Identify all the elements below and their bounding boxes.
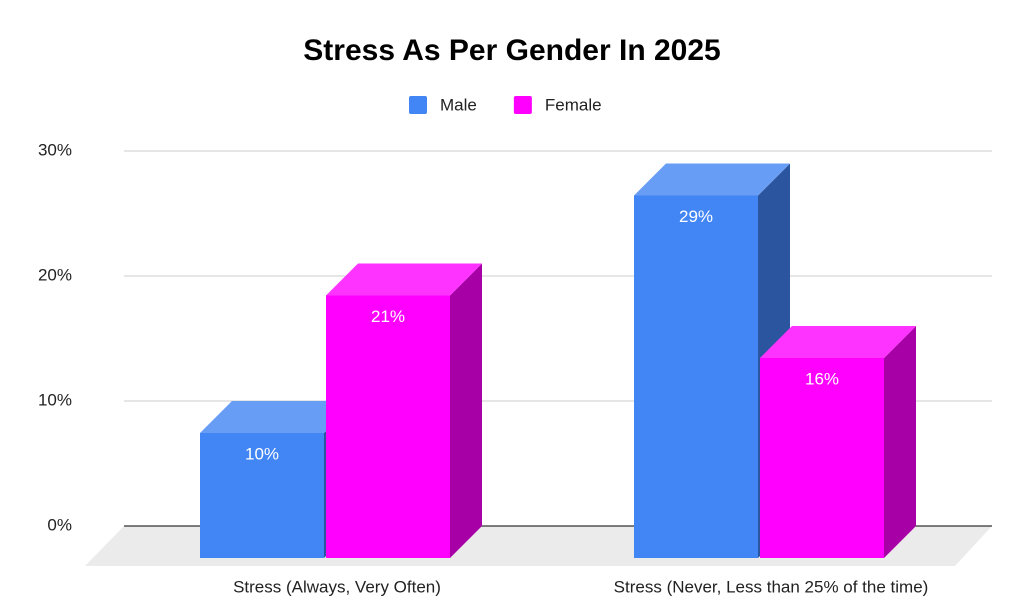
data-label: 21% xyxy=(371,307,405,326)
bar-top xyxy=(634,163,790,196)
legend-swatch xyxy=(409,96,427,114)
y-tick-label: 10% xyxy=(38,390,72,409)
y-tick-label: 20% xyxy=(38,265,72,284)
bar-front xyxy=(760,358,884,558)
legend-label: Female xyxy=(545,95,602,114)
legend-swatch xyxy=(513,96,532,114)
data-label: 29% xyxy=(679,207,713,226)
bar-front xyxy=(326,295,450,558)
bar-side xyxy=(450,263,482,558)
y-tick-label: 30% xyxy=(38,140,72,159)
y-tick-label: 0% xyxy=(47,515,72,534)
bar xyxy=(634,163,790,558)
bar-top xyxy=(760,326,916,358)
x-tick-label: Stress (Never, Less than 25% of the time… xyxy=(614,577,929,596)
bar-top xyxy=(326,263,482,296)
bar xyxy=(326,263,482,558)
data-label: 16% xyxy=(805,369,839,388)
bar-side xyxy=(884,326,916,558)
bar-top xyxy=(200,401,356,433)
chart-title: Stress As Per Gender In 2025 xyxy=(303,34,720,67)
x-tick-label: Stress (Always, Very Often) xyxy=(233,577,441,596)
bar-front xyxy=(200,433,324,558)
data-label: 10% xyxy=(245,444,279,463)
bar-front xyxy=(634,195,758,558)
legend-label: Male xyxy=(440,95,477,114)
bar xyxy=(760,326,916,558)
